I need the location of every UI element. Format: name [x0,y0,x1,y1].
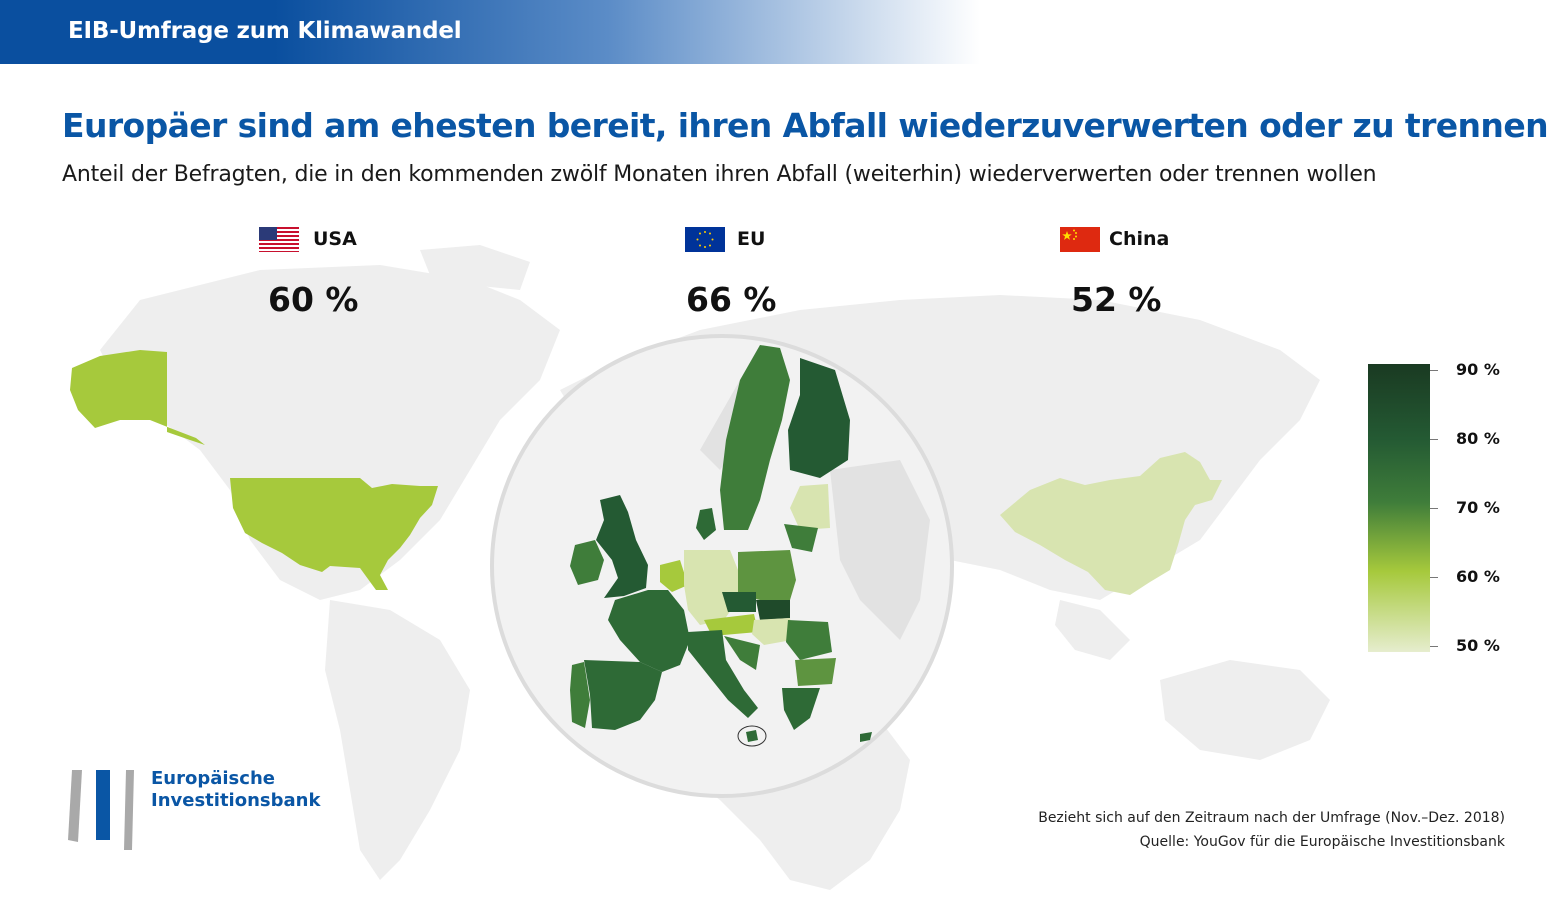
footnote-period: Bezieht sich auf den Zeitraum nach der U… [1038,810,1505,826]
header-title: EIB-Umfrage zum Klimawandel [68,18,462,44]
eu-value: 66 % [686,280,777,319]
color-scale-legend [1368,364,1430,652]
eu-member-states [570,345,872,747]
legend-label-90: 90 % [1456,360,1500,379]
usa-contiguous-region [230,478,438,590]
usa-value: 60 % [268,280,359,319]
alaska-region [70,350,205,445]
usa-label: USA [313,228,357,250]
legend-tick [1430,508,1438,509]
eib-logo-icon [68,770,134,850]
header-bar: EIB-Umfrage zum Klimawandel [0,0,980,64]
china-flag-icon [1060,227,1100,252]
eu-label: EU [737,228,766,250]
eib-logo-text: Europäische Investitionsbank [151,768,320,812]
logo-line-2: Investitionsbank [151,790,321,811]
footnote-source: Quelle: YouGov für die Europäische Inves… [1139,834,1505,850]
legend-label-60: 60 % [1456,567,1500,586]
legend-label-70: 70 % [1456,498,1500,517]
legend-label-50: 50 % [1456,636,1500,655]
china-label: China [1109,228,1170,250]
legend-tick [1430,577,1438,578]
legend-label-80: 80 % [1456,429,1500,448]
logo-line-1: Europäische [151,768,275,789]
page-subtitle: Anteil der Befragten, die in den kommend… [62,162,1377,187]
china-region [1000,452,1222,595]
eu-flag-icon [685,227,725,252]
legend-tick [1430,646,1438,647]
legend-tick [1430,370,1438,371]
china-value: 52 % [1071,280,1162,319]
legend-tick [1430,439,1438,440]
page-title: Europäer sind am ehesten bereit, ihren A… [62,106,1549,145]
us-flag-icon [259,227,299,252]
